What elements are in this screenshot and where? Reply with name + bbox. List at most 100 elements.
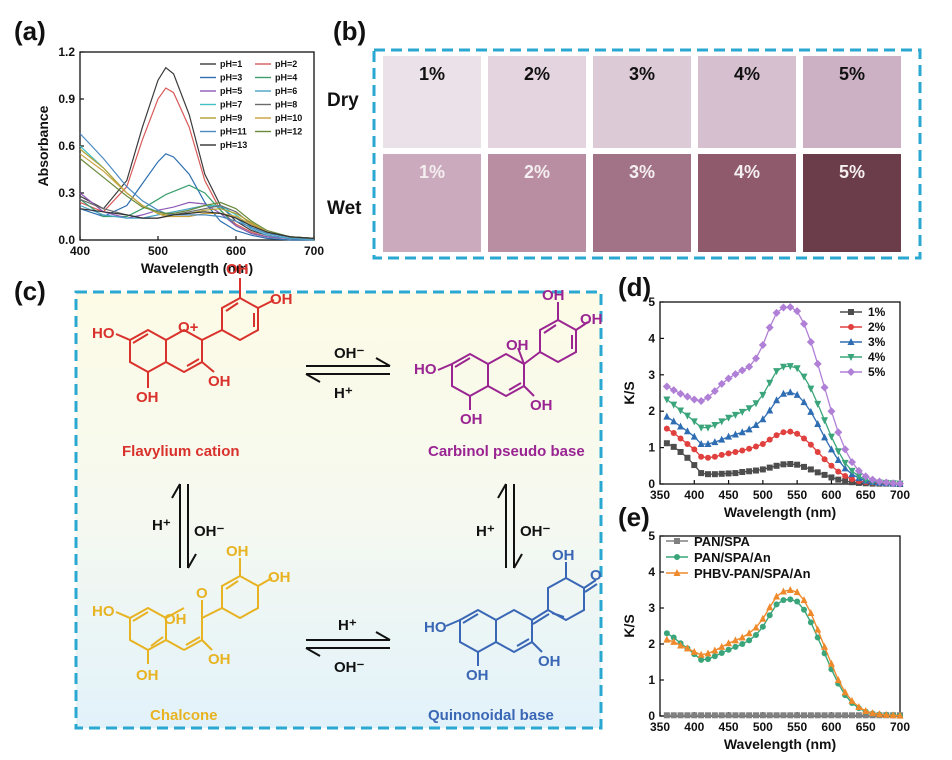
chart-d-point	[766, 436, 773, 443]
chart-d-point	[753, 443, 759, 450]
chart-e-point	[801, 606, 807, 613]
chart-e-point	[821, 712, 828, 719]
chart-d-point	[718, 470, 725, 477]
chart-e-ytick-label: 4	[648, 565, 655, 579]
quinonoidal-labels: OH O HO OH OH Quinonoidal base	[424, 547, 602, 724]
chart-d-point	[758, 340, 767, 349]
panel-label-b: (b)	[333, 16, 366, 46]
chart-a-series-line-5	[79, 204, 315, 241]
chart-d-point	[786, 363, 794, 371]
chart-a-legend-label: pH=10	[275, 113, 302, 123]
chart-d-point	[711, 438, 719, 446]
chart-a-series-line-4	[79, 192, 315, 241]
chart-d-point	[759, 466, 766, 473]
chart-d-point	[834, 455, 842, 463]
chart-d-ylabel: K/S	[621, 381, 637, 404]
chart-d-point	[718, 451, 725, 458]
chart-d-point	[663, 440, 670, 447]
chart-a-series-line-11	[79, 158, 315, 239]
chart-d-point	[745, 362, 754, 371]
chart-a-series-line-9	[79, 153, 315, 239]
chart-e-legend-marker	[673, 569, 681, 576]
arrow-left-down-label: OH⁻	[194, 523, 225, 540]
chart-e-point	[732, 643, 739, 650]
chart-a-xtick-label: 700	[304, 244, 324, 258]
chart-a-ytick-label: 0.6	[58, 139, 75, 153]
chart-a-ylabel: Absorbance	[35, 105, 51, 186]
quinonoidal-o: O	[590, 567, 602, 584]
chart-d-point	[677, 407, 685, 415]
chart-e-point	[731, 636, 739, 644]
chart-e-point	[677, 712, 684, 719]
chart-e-legend-label: PHBV-PAN/SPA/An	[694, 566, 811, 581]
chart-a: 400 500 600 700 0.0 0.3 0.6 0.9 1.2 Wavelength (n…	[35, 45, 324, 276]
chart-e-point	[746, 637, 753, 644]
chart-e-point	[780, 597, 787, 604]
chart-d-point	[842, 472, 849, 479]
chart-d-point	[717, 379, 726, 388]
row-label-dry: Dry	[327, 90, 359, 111]
chart-e-point	[841, 688, 849, 696]
chart-d-point	[780, 429, 787, 436]
chart-d-point	[691, 446, 698, 453]
chart-d-point	[711, 453, 718, 460]
arrow-right-down-label: OH⁻	[520, 523, 551, 540]
chart-d-point	[773, 432, 780, 439]
chart-d-ytick-label: 0	[648, 477, 655, 491]
chart-d-point	[779, 363, 787, 371]
carbinol-oh-bottom: OH	[460, 411, 483, 428]
chart-d-point	[698, 470, 705, 477]
chart-e-legend-marker	[674, 538, 680, 544]
quinonoidal-ho-left: HO	[424, 619, 447, 636]
chart-d-point	[718, 435, 726, 443]
chart-e-point	[684, 712, 691, 719]
chart-e-point	[753, 712, 759, 719]
chart-d-point	[677, 435, 684, 442]
chart-e-point	[725, 712, 732, 719]
chart-d-point	[705, 471, 711, 478]
caption-flavylium: Flavylium cation	[122, 443, 240, 460]
chart-d-series-line-2	[666, 391, 900, 485]
chart-d-point	[849, 476, 855, 483]
chart-d-ytick-label: 2	[648, 404, 655, 418]
flavylium-o-plus: O+	[178, 319, 199, 336]
chart-d-point	[855, 473, 863, 481]
chart-d-point	[882, 478, 891, 487]
chart-d-point	[745, 405, 753, 413]
chart-a-series-line-7	[79, 198, 315, 239]
chart-d-point	[780, 461, 787, 468]
chart-e-point	[821, 642, 829, 650]
chart-d-point	[690, 418, 698, 426]
chart-d-point	[773, 368, 781, 376]
equilibrium-arrow-top	[305, 357, 391, 383]
chart-d-point	[786, 303, 795, 312]
chart-d-point	[821, 471, 828, 478]
swatch-frame	[372, 48, 922, 260]
chart-d-point	[683, 427, 691, 435]
chart-e-point	[753, 632, 759, 638]
chart-d-point	[854, 466, 863, 475]
chart-e-point	[862, 712, 869, 719]
flavylium-structure	[115, 278, 275, 388]
chart-d-point	[704, 424, 712, 432]
chart-a-xtick-label: 500	[148, 244, 168, 258]
chart-e-ytick-label: 1	[648, 673, 655, 687]
carbinol-oh-right: OH	[580, 311, 603, 328]
chart-e-point	[718, 650, 725, 656]
flavylium-oh-bottom: OH	[136, 389, 159, 406]
equilibrium-arrow-bottom	[305, 631, 391, 657]
chart-d-point	[779, 389, 787, 397]
chart-d-point	[834, 428, 843, 437]
chart-d-point	[827, 407, 836, 416]
arrow-right-up-label: H⁺	[476, 523, 495, 540]
swatch-dry-label-3: 3%	[629, 64, 655, 84]
chart-d-xlabel: Wavelength (nm)	[724, 504, 836, 520]
chart-d-point	[807, 385, 815, 393]
chart-e-point	[705, 656, 711, 663]
swatch-dry-4	[698, 56, 796, 148]
chart-d-point	[807, 466, 814, 473]
chart-d: 350 400 450 500 550 600 650 700 0 1 2 3 4 5 Wavelength…	[621, 295, 910, 520]
chart-e-point	[677, 641, 685, 649]
chart-d-point	[670, 401, 678, 409]
flavylium-ho-left: HO	[92, 325, 115, 342]
